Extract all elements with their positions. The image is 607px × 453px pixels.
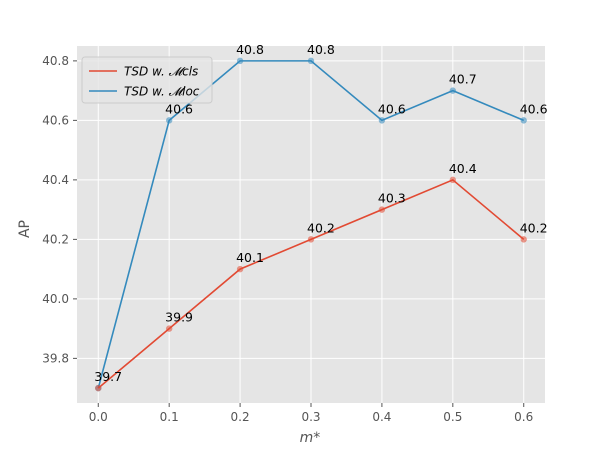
x-tick-label: 0.2 <box>231 410 250 424</box>
data-label: 40.8 <box>307 42 335 57</box>
y-tick-label: 40.0 <box>42 292 69 306</box>
data-point <box>520 117 527 124</box>
series-layer <box>95 57 527 392</box>
data-point <box>449 87 457 94</box>
y-tick-label: 40.2 <box>42 232 69 246</box>
x-tick-label: 0.3 <box>301 410 320 424</box>
y-tick-label: 40.6 <box>42 113 69 127</box>
data-point <box>307 57 315 65</box>
data-label: 39.9 <box>165 310 193 325</box>
legend-label-cls: TSD w. 𝓜cls <box>124 65 198 79</box>
data-point <box>236 265 244 273</box>
x-axis-label: m* <box>300 430 321 446</box>
legend: TSD w. 𝓜cls TSD w. 𝓜loc <box>81 56 213 104</box>
x-tick-label: 0.6 <box>514 410 533 424</box>
data-point <box>378 206 386 213</box>
data-label: 40.6 <box>520 101 548 116</box>
x-tick-label: 0.5 <box>443 410 462 424</box>
data-point <box>520 236 527 243</box>
y-tick-label: 39.8 <box>42 351 69 365</box>
y-axis-label: AP <box>17 220 33 238</box>
y-tick-label: 40.8 <box>42 54 69 68</box>
data-point <box>95 384 102 392</box>
data-point <box>307 236 315 243</box>
data-label: 40.1 <box>236 250 264 265</box>
axis-ticks: 0.0 0.1 0.2 0.3 0.4 0.5 0.6 39.8 40.0 40.2 40.4 40.… <box>42 54 533 424</box>
x-tick-label: 0.4 <box>372 410 391 424</box>
data-label: 39.7 <box>94 369 122 384</box>
data-label: 40.7 <box>449 72 477 87</box>
data-label: 40.6 <box>378 101 406 116</box>
x-tick-label: 0.1 <box>160 410 179 424</box>
data-point <box>165 325 173 332</box>
data-point <box>165 117 173 124</box>
data-point <box>378 117 386 124</box>
data-point <box>236 57 244 65</box>
data-labels: 40.6 40.8 40.8 40.6 40.7 40.6 39.7 39.9 40.1 40.2… <box>94 42 547 384</box>
x-tick-label: 0.0 <box>89 410 108 424</box>
legend-label-loc: TSD w. 𝓜loc <box>124 85 200 99</box>
data-label: 40.3 <box>378 191 406 206</box>
y-tick-label: 40.4 <box>42 173 69 187</box>
data-label: 40.6 <box>165 101 193 116</box>
data-label: 40.8 <box>236 42 264 57</box>
data-label: 40.4 <box>449 161 477 176</box>
data-label: 40.2 <box>520 220 548 235</box>
data-point <box>449 176 457 184</box>
data-label: 40.2 <box>307 220 335 235</box>
